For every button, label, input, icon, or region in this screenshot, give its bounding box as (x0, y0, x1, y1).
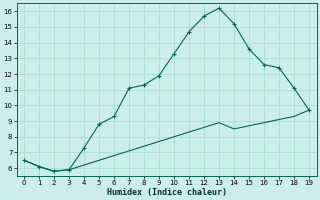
X-axis label: Humidex (Indice chaleur): Humidex (Indice chaleur) (107, 188, 227, 197)
